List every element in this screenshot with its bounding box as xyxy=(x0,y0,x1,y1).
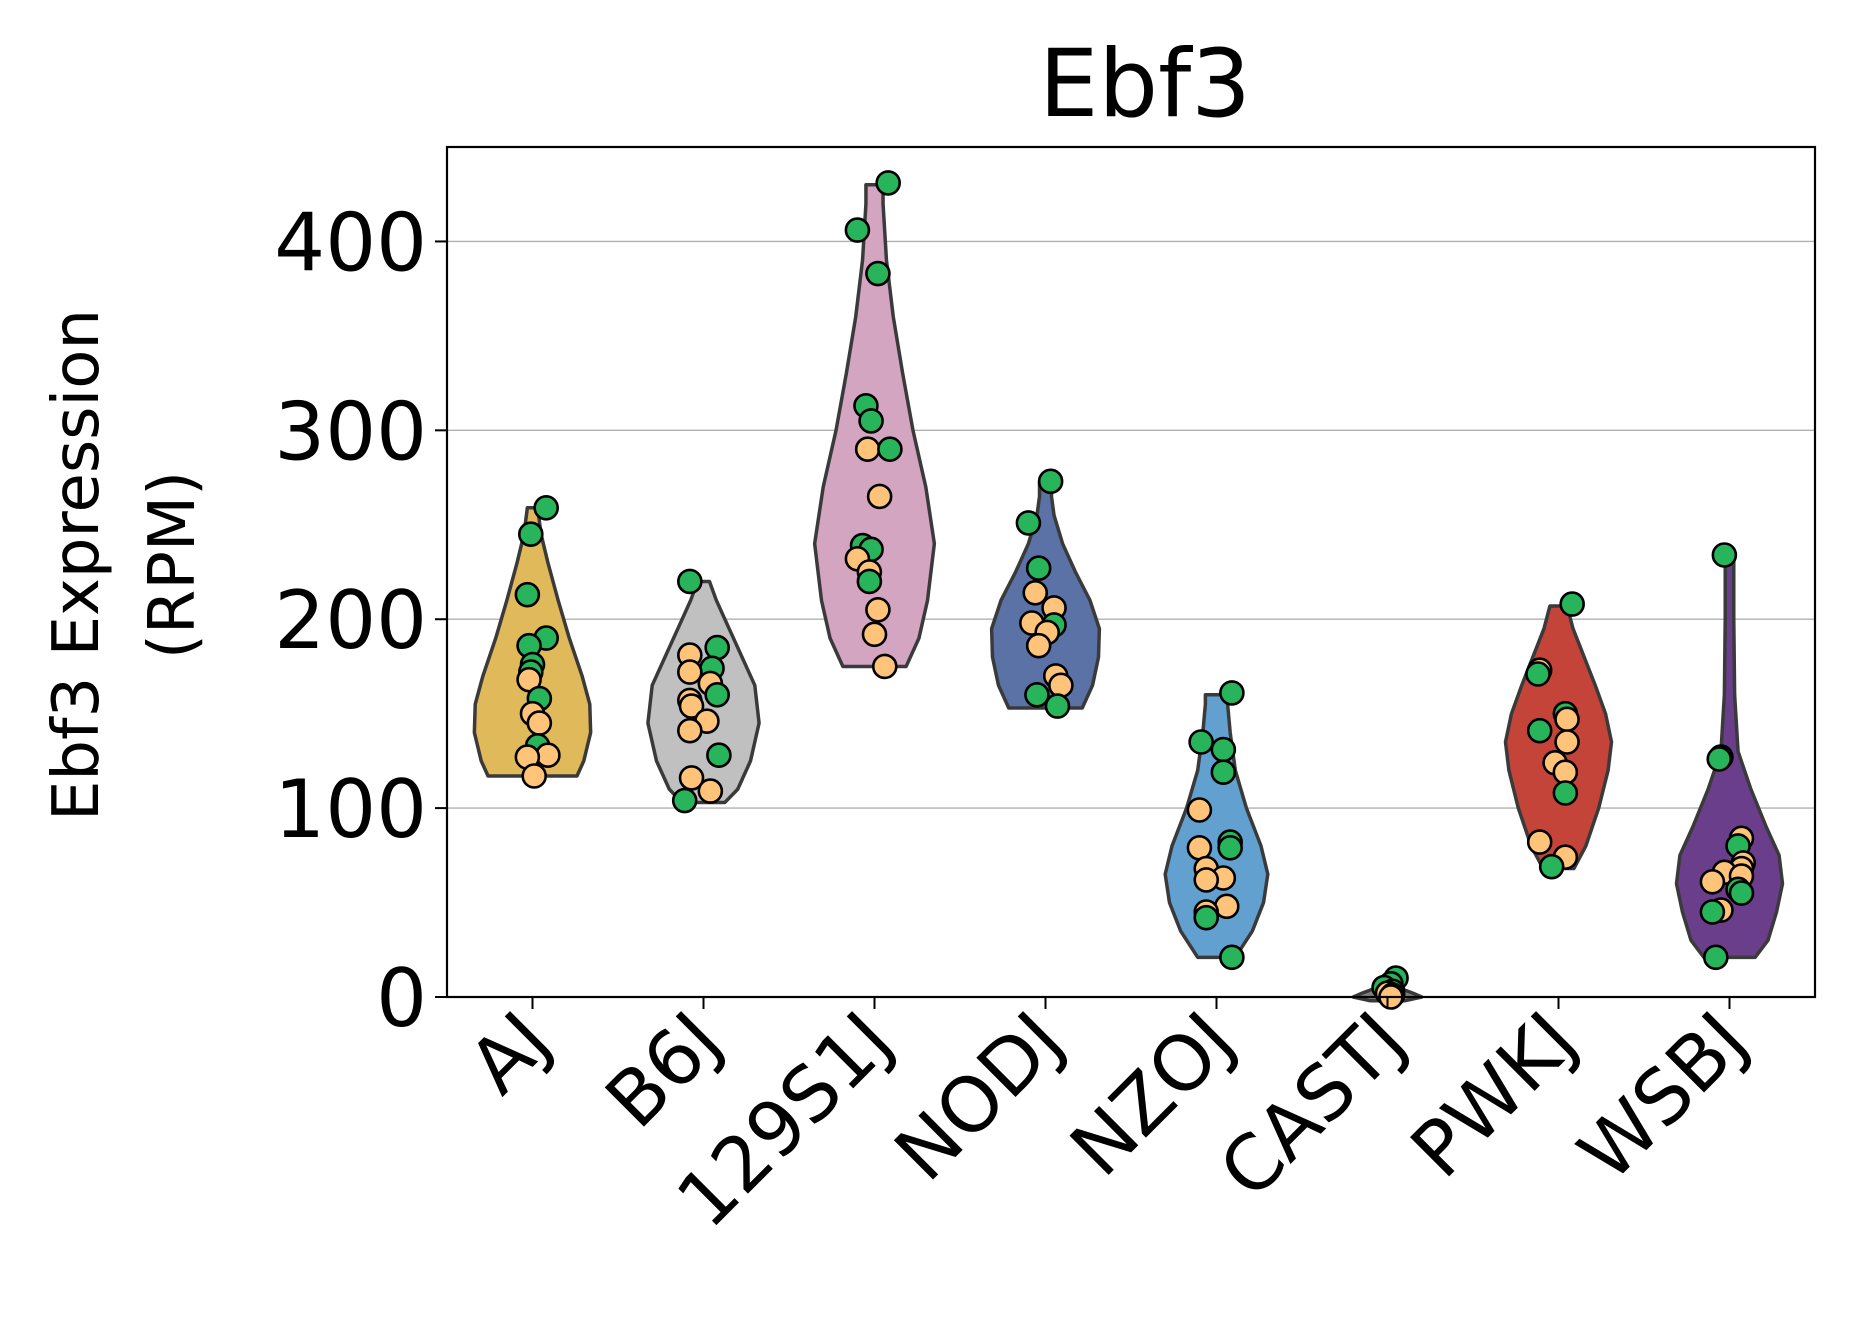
x-tick-label-WSBJ: WSBJ xyxy=(1561,995,1764,1198)
y-tick-label: 100 xyxy=(274,763,427,856)
point-NZOJ xyxy=(1193,867,1220,893)
y-axis-ticks: 0 100 200 300 400 xyxy=(274,196,447,1045)
x-tick-label-AJ: AJ xyxy=(452,995,568,1111)
point-NZOJ xyxy=(1219,944,1245,971)
point-PWKJ xyxy=(1552,780,1579,806)
point-PWKJ xyxy=(1525,661,1551,687)
y-tick-label: 200 xyxy=(274,574,427,667)
point-NODJ xyxy=(1024,681,1050,708)
point-AJ xyxy=(521,763,548,789)
point-129S1J xyxy=(865,260,891,287)
point-PWKJ xyxy=(1526,829,1553,855)
point-B6J xyxy=(677,568,703,595)
point-WSBJ xyxy=(1699,868,1726,895)
y-tick-label: 0 xyxy=(376,952,427,1045)
point-129S1J xyxy=(844,217,871,243)
point-AJ xyxy=(514,581,541,608)
point-AJ xyxy=(517,521,544,548)
point-PWKJ xyxy=(1559,591,1585,617)
point-NODJ xyxy=(1015,510,1042,536)
point-PWKJ xyxy=(1538,853,1565,880)
plot-frame xyxy=(445,145,1817,999)
point-NODJ xyxy=(1037,468,1064,495)
point-WSBJ xyxy=(1706,746,1733,772)
point-NZOJ xyxy=(1217,834,1243,861)
point-NODJ xyxy=(1048,672,1074,699)
point-129S1J xyxy=(866,483,893,510)
point-129S1J xyxy=(877,436,903,463)
point-NZOJ xyxy=(1186,797,1213,823)
point-WSBJ xyxy=(1703,944,1729,971)
y-axis-label-line1: Ebf3 Expression xyxy=(40,309,114,821)
point-NZOJ xyxy=(1188,729,1214,755)
point-129S1J xyxy=(856,568,883,595)
point-NODJ xyxy=(1025,632,1052,659)
point-B6J xyxy=(704,681,730,708)
point-WSBJ xyxy=(1699,899,1726,925)
violins xyxy=(472,183,1785,1003)
point-B6J xyxy=(697,778,724,804)
y-axis-label-line2: (RPM) xyxy=(136,471,210,659)
chart-title: Ebf3 xyxy=(1039,30,1251,139)
point-WSBJ xyxy=(1711,542,1738,568)
point-PWKJ xyxy=(1554,729,1580,755)
x-tick-label-NODJ: NODJ xyxy=(878,995,1081,1198)
point-129S1J xyxy=(865,596,891,623)
point-129S1J xyxy=(858,408,884,434)
point-NODJ xyxy=(1025,555,1052,582)
point-B6J xyxy=(677,659,703,685)
point-PWKJ xyxy=(1554,706,1580,733)
point-B6J xyxy=(671,787,698,814)
point-129S1J xyxy=(861,621,888,648)
point-NZOJ xyxy=(1193,904,1220,931)
point-NODJ xyxy=(1044,693,1071,719)
point-B6J xyxy=(706,742,732,769)
point-WSBJ xyxy=(1728,880,1755,906)
violin-NZOJ xyxy=(1163,693,1270,960)
point-129S1J xyxy=(854,436,881,463)
point-NZOJ xyxy=(1210,759,1237,786)
point-129S1J xyxy=(875,170,901,196)
y-tick-label: 300 xyxy=(274,385,427,478)
point-B6J xyxy=(704,634,730,661)
point-NZOJ xyxy=(1219,680,1245,706)
x-tick-label-PWKJ: PWKJ xyxy=(1394,995,1594,1195)
point-AJ xyxy=(533,494,559,521)
point-NODJ xyxy=(1022,579,1049,606)
point-PWKJ xyxy=(1526,717,1553,744)
point-B6J xyxy=(678,693,705,719)
point-B6J xyxy=(678,765,705,791)
x-tick-label-B6J: B6J xyxy=(588,995,738,1145)
point-NZOJ xyxy=(1210,736,1237,763)
data-points xyxy=(514,170,1756,1010)
y-tick-label: 400 xyxy=(274,196,427,289)
x-tick-label-CASTJ: CASTJ xyxy=(1202,995,1422,1215)
point-129S1J xyxy=(871,653,898,680)
point-B6J xyxy=(677,717,703,744)
point-AJ xyxy=(526,710,553,736)
